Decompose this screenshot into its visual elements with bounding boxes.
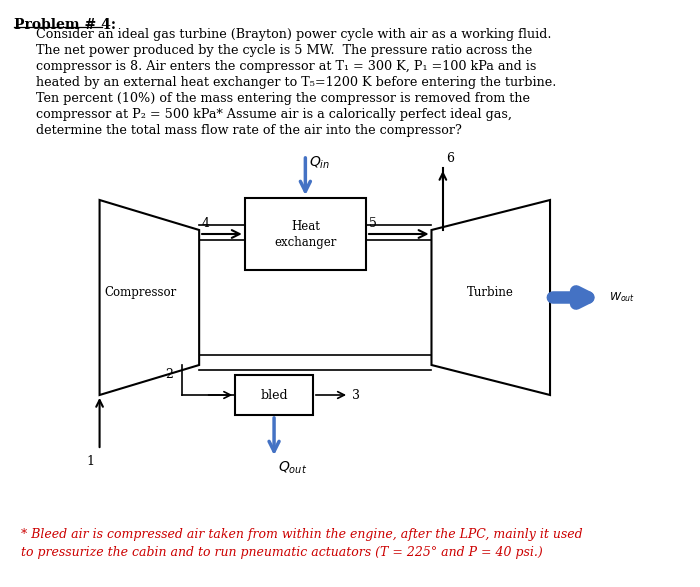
Text: $W_{out}$: $W_{out}$ — [609, 291, 635, 305]
Text: 3: 3 — [352, 389, 360, 402]
Text: Ten percent (10%) of the mass entering the compressor is removed from the: Ten percent (10%) of the mass entering t… — [36, 92, 530, 105]
Text: 2: 2 — [165, 368, 173, 381]
Text: Consider an ideal gas turbine (Brayton) power cycle with air as a working fluid.: Consider an ideal gas turbine (Brayton) … — [36, 28, 552, 41]
Text: compressor at P₂ = 500 kPa* Assume air is a calorically perfect ideal gas,: compressor at P₂ = 500 kPa* Assume air i… — [36, 108, 512, 121]
Text: 6: 6 — [446, 152, 454, 165]
Bar — [235, 375, 313, 415]
Text: 5: 5 — [369, 217, 377, 230]
Text: compressor is 8. Air enters the compressor at T₁ = 300 K, P₁ =100 kPa and is: compressor is 8. Air enters the compress… — [36, 60, 536, 73]
Text: The net power produced by the cycle is 5 MW.  The pressure ratio across the: The net power produced by the cycle is 5… — [36, 44, 532, 57]
Text: * Bleed air is compressed air taken from within the engine, after the LPC, mainl: * Bleed air is compressed air taken from… — [21, 528, 582, 541]
Text: 1: 1 — [86, 455, 94, 468]
Text: Problem # 4:: Problem # 4: — [14, 18, 116, 32]
Text: heated by an external heat exchanger to T₅=1200 K before entering the turbine.: heated by an external heat exchanger to … — [36, 76, 556, 89]
Text: Turbine: Turbine — [467, 285, 514, 299]
Text: determine the total mass flow rate of the air into the compressor?: determine the total mass flow rate of th… — [36, 124, 462, 137]
Text: $Q_{in}$: $Q_{in}$ — [309, 155, 330, 171]
Text: exchanger: exchanger — [274, 235, 337, 248]
Text: Heat: Heat — [291, 220, 320, 232]
Text: to pressurize the cabin and to run pneumatic actuators (T = 225° and P = 40 psi.: to pressurize the cabin and to run pneum… — [21, 546, 542, 559]
Text: Compressor: Compressor — [104, 285, 176, 299]
Polygon shape — [431, 200, 550, 395]
Text: bled: bled — [260, 389, 288, 402]
Bar — [245, 198, 366, 270]
Polygon shape — [99, 200, 199, 395]
Text: 4: 4 — [202, 217, 210, 230]
Text: $Q_{out}$: $Q_{out}$ — [278, 460, 307, 477]
